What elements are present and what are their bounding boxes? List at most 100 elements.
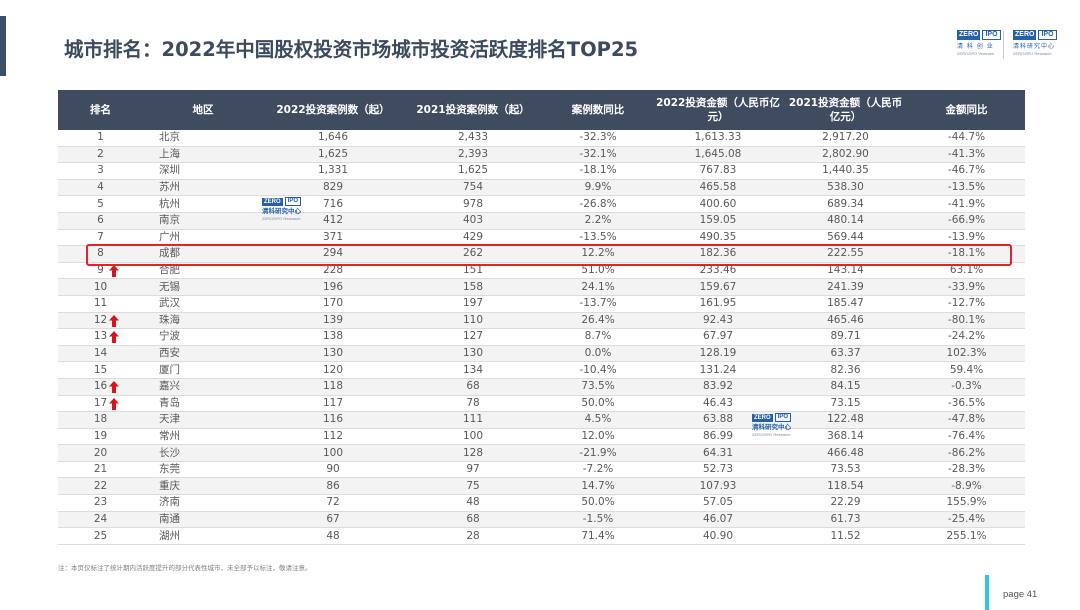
- cell-rank: 19: [58, 428, 143, 446]
- logo-ipo-text: IPO: [1038, 30, 1057, 40]
- table-row: 13 宁波 138 127 8.7% 67.97 89.71 -24.2%: [58, 328, 1025, 346]
- cell-cases-2021: 2,433: [403, 130, 543, 147]
- logo-zero-text: ZERO: [262, 197, 283, 206]
- table-body: 1 北京 1,646 2,433 -32.3% 1,613.33 2,917.20 -44.7…: [58, 130, 1025, 545]
- cell-region: 南京: [143, 212, 263, 230]
- cell-cases-2021: 75: [403, 477, 543, 496]
- cell-amount-2021: 73.53: [783, 461, 908, 479]
- region-label: 北京: [159, 131, 180, 144]
- cell-amount-2022: 64.31: [653, 444, 783, 462]
- cell-cases-2022: 829: [263, 179, 403, 197]
- region-label: 宁波: [159, 330, 180, 343]
- cell-region: 无锡: [143, 278, 263, 296]
- cell-cases-2022: 90: [263, 461, 403, 479]
- table-row: 20 长沙 100 128 -21.9% 64.31 466.48 -86.2%: [58, 444, 1025, 462]
- cell-cases-yoy: 26.4%: [543, 312, 653, 330]
- cell-rank: 18: [58, 411, 143, 429]
- cell-cases-yoy: 0.0%: [543, 345, 653, 363]
- cell-amount-2021: 22.29: [783, 494, 908, 512]
- cell-region: 青岛: [109, 395, 263, 413]
- cell-amount-2022: 182.36: [653, 245, 783, 263]
- cell-rank: 23: [58, 494, 143, 512]
- logo-ipo-text: IPO: [284, 197, 302, 206]
- cell-amount-2021: 466.48: [783, 444, 908, 462]
- cell-cases-2022: 112: [263, 428, 403, 446]
- cell-amount-yoy: -76.4%: [908, 428, 1025, 446]
- cell-amount-2021: 122.48: [783, 411, 908, 429]
- cell-rank: 20: [58, 444, 143, 462]
- cell-amount-yoy: -25.4%: [908, 511, 1025, 529]
- cell-amount-yoy: -28.3%: [908, 461, 1025, 479]
- cell-rank: 4: [58, 179, 143, 197]
- table-row: 7 广州 371 429 -13.5% 490.35 569.44 -13.9%: [58, 229, 1025, 247]
- cell-cases-2021: 403: [403, 212, 543, 230]
- cell-rank: 2: [58, 146, 143, 164]
- cell-cases-2022: 100: [263, 444, 403, 462]
- cell-region: 湖州: [143, 527, 263, 545]
- region-label: 珠海: [159, 313, 180, 326]
- cell-cases-2021: 111: [403, 411, 543, 429]
- cell-rank: 16: [58, 378, 143, 396]
- logo-left-en: ZERO2IPO Ventures: [957, 51, 995, 56]
- cell-amount-2021: 689.34: [783, 195, 908, 213]
- cell-cases-2021: 130: [403, 345, 543, 363]
- cell-cases-yoy: 12.2%: [543, 245, 653, 263]
- cell-amount-yoy: -13.9%: [908, 229, 1025, 247]
- cell-region: 广州: [143, 229, 263, 247]
- cell-cases-2022: 228: [263, 262, 403, 280]
- cell-region: 东莞: [143, 461, 263, 479]
- table-row: 2 上海 1,625 2,393 -32.1% 1,645.08 2,802.90 -41.3…: [58, 146, 1025, 164]
- table-row: 15 厦门 120 134 -10.4% 131.24 82.36 59.4%: [58, 361, 1025, 379]
- zero2ipo-ventures-logo: ZERO IPO 清 科 创 业 ZERO2IPO Ventures: [957, 30, 1001, 56]
- cell-amount-2022: 490.35: [653, 229, 783, 247]
- cell-region: 北京: [143, 130, 263, 147]
- cell-cases-2021: 97: [403, 461, 543, 479]
- table-row: 10 无锡 196 158 24.1% 159.67 241.39 -33.9%: [58, 278, 1025, 296]
- table-row: 1 北京 1,646 2,433 -32.3% 1,613.33 2,917.20 -44.7…: [58, 130, 1025, 147]
- cell-amount-2021: 538.30: [783, 179, 908, 197]
- cell-amount-2022: 767.83: [653, 162, 783, 180]
- region-label: 长沙: [159, 446, 180, 459]
- cell-cases-yoy: -1.5%: [543, 511, 653, 529]
- cell-rank: 22: [58, 477, 143, 496]
- cell-region: 上海: [143, 146, 263, 164]
- cell-amount-yoy: -86.2%: [908, 444, 1025, 462]
- region-label: 成都: [159, 247, 180, 260]
- table-row: 17 青岛 117 78 50.0% 46.43 73.15 -36.5%: [58, 395, 1025, 413]
- cell-rank: 6: [58, 212, 143, 230]
- cell-amount-2021: 569.44: [783, 229, 908, 247]
- cell-cases-2021: 68: [403, 511, 543, 529]
- cell-amount-2022: 57.05: [653, 494, 783, 512]
- table-row: 3 深圳 1,331 1,625 -18.1% 767.83 1,440.35 -46.7%: [58, 162, 1025, 180]
- region-label: 深圳: [159, 164, 180, 177]
- region-label: 嘉兴: [159, 380, 180, 393]
- cell-amount-yoy: 255.1%: [908, 527, 1025, 545]
- cell-cases-2021: 78: [403, 395, 543, 413]
- cell-amount-yoy: -66.9%: [908, 212, 1025, 230]
- cell-rank: 13: [58, 328, 143, 346]
- cell-amount-yoy: -18.1%: [908, 245, 1025, 263]
- cell-amount-2021: 185.47: [783, 295, 908, 313]
- cell-cases-yoy: -10.4%: [543, 361, 653, 379]
- logo-divider: [1003, 31, 1004, 59]
- cell-amount-2022: 159.67: [653, 278, 783, 296]
- cell-cases-2021: 754: [403, 179, 543, 197]
- rank-up-arrow-icon: [109, 331, 119, 344]
- watermark-logo: ZERO IPO 清科研究中心 ZERO2IPO Research: [752, 413, 792, 437]
- cell-cases-2022: 118: [263, 378, 403, 396]
- cell-amount-yoy: -33.9%: [908, 278, 1025, 296]
- table-row: 5 杭州 716 978 -26.8% 400.60 689.34 -41.9%: [58, 195, 1025, 213]
- cell-region: 成都: [143, 245, 263, 263]
- cell-amount-2021: 118.54: [783, 477, 908, 496]
- cell-region: 长沙: [143, 444, 263, 462]
- cell-cases-2022: 48: [263, 527, 403, 545]
- cell-cases-yoy: -32.3%: [543, 130, 653, 147]
- table-row: 23 济南 72 48 50.0% 57.05 22.29 155.9%: [58, 494, 1025, 512]
- cell-rank: 17: [58, 395, 143, 413]
- cell-rank: 25: [58, 527, 143, 545]
- region-label: 天津: [159, 413, 180, 426]
- cell-amount-2021: 2,802.90: [783, 146, 908, 164]
- header-amount-2022: 2022投资金额（人民币亿元）: [653, 90, 783, 130]
- cell-cases-yoy: 14.7%: [543, 477, 653, 496]
- region-label: 西安: [159, 347, 180, 360]
